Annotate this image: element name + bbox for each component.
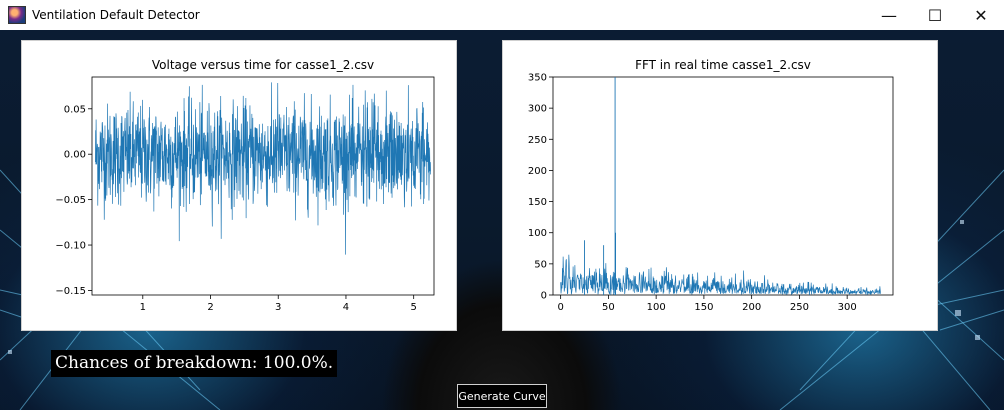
x-tick-label: 100	[647, 302, 666, 313]
close-icon: ✕	[974, 5, 988, 25]
close-button[interactable]: ✕	[958, 0, 1004, 30]
app-logo-icon	[8, 6, 26, 24]
x-tick-label: 3	[275, 302, 281, 313]
x-tick-label: 50	[602, 302, 615, 313]
x-tick-label: 1	[140, 302, 146, 313]
window-titlebar: Ventilation Default Detector — ☐ ✕	[0, 0, 1004, 30]
voltage-chart: Voltage versus time for casse1_2.csv 1 2 3 4…	[55, 58, 435, 313]
x-tick-label: 4	[343, 302, 349, 313]
x-tick-label: 5	[410, 302, 416, 313]
y-tick-label: 300	[528, 104, 547, 115]
generate-curve-button[interactable]: Generate Curve	[457, 384, 547, 408]
voltage-series-line	[95, 82, 431, 255]
plot-frame	[552, 76, 894, 296]
y-tick-label: 100	[528, 228, 547, 239]
maximize-icon: ☐	[927, 5, 943, 25]
x-tick-label: 250	[790, 302, 809, 313]
fft-chart-panel: FFT in real time casse1_2.csv 0 50 100 150 20…	[502, 40, 938, 331]
y-tick-label: −0.10	[55, 241, 86, 252]
x-tick-label: 150	[694, 302, 713, 313]
x-tick-label: 2	[207, 302, 213, 313]
y-tick-label: 350	[528, 73, 547, 84]
voltage-chart-panel: Voltage versus time for casse1_2.csv 1 2 3 4…	[21, 40, 457, 331]
y-tick-label: −0.15	[55, 286, 86, 297]
x-tick-label: 200	[742, 302, 761, 313]
y-tick-label: 0	[541, 291, 547, 302]
plot-frame	[91, 76, 435, 296]
y-tick-label: −0.05	[55, 195, 86, 206]
y-tick-label: 250	[528, 135, 547, 146]
y-tick-label: 0.00	[64, 150, 86, 161]
x-tick-label: 300	[838, 302, 857, 313]
x-tick-label: 0	[557, 302, 563, 313]
fft-chart: FFT in real time casse1_2.csv 0 50 100 150 20…	[528, 58, 894, 313]
y-tick-label: 50	[534, 259, 547, 270]
y-tick-label: 0.05	[64, 104, 86, 115]
maximize-button[interactable]: ☐	[912, 0, 958, 30]
minimize-button[interactable]: —	[866, 0, 912, 30]
breakdown-chance-label: Chances of breakdown: 100.0%.	[51, 350, 338, 377]
window-title: Ventilation Default Detector	[32, 8, 200, 22]
y-tick-label: 200	[528, 166, 547, 177]
chart-title: FFT in real time casse1_2.csv	[635, 58, 811, 72]
fft-series-line	[560, 254, 881, 296]
y-tick-label: 150	[528, 197, 547, 208]
minimize-icon: —	[881, 5, 897, 25]
chart-title: Voltage versus time for casse1_2.csv	[152, 58, 374, 72]
